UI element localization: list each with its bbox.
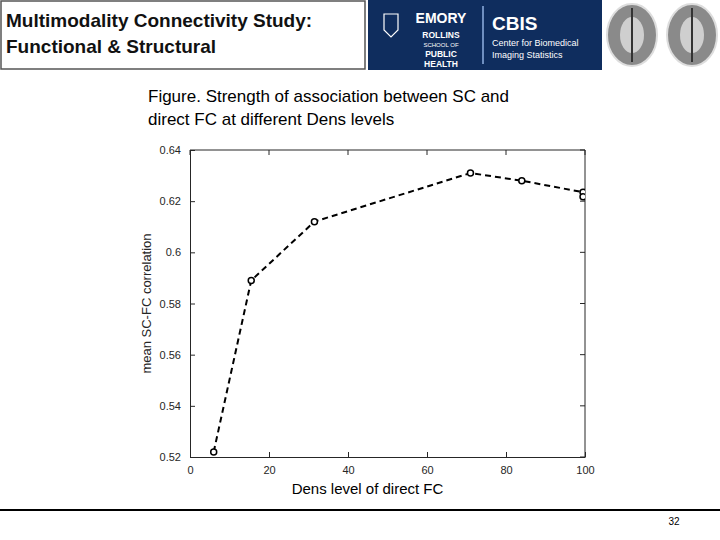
brain-image [667, 4, 717, 66]
data-line [214, 173, 583, 452]
x-tick-mark-top [585, 150, 586, 155]
x-tick-mark-top [506, 150, 507, 155]
x-axis-title: Dens level of direct FC [292, 480, 444, 497]
logo-banner [368, 0, 602, 70]
x-tick-mark [269, 452, 270, 457]
y-tick-mark-right [580, 201, 585, 202]
x-tick-mark-top [269, 150, 270, 155]
data-point [580, 194, 585, 200]
y-tick-group: 0.62 [160, 195, 195, 207]
chart-title-line: Figure. Strength of association between … [148, 87, 509, 106]
data-point [467, 170, 473, 176]
x-axis: 0 20 40 60 80 100 [187, 452, 594, 476]
y-tick-mark-right [580, 150, 585, 151]
logo-text: Center for Biomedical [492, 38, 579, 48]
plot-frame [190, 150, 585, 151]
y-tick-label: 0.64 [160, 144, 181, 156]
logo-text: HEALTH [424, 59, 458, 69]
data-point [248, 277, 254, 283]
header-title: Multimodality Connectivity Study: [6, 10, 312, 31]
y-tick-mark [190, 406, 195, 407]
logo-divider [482, 6, 484, 64]
page-number: 32 [668, 516, 680, 527]
x-axis-line [191, 457, 586, 458]
y-tick-group: 0.54 [160, 400, 195, 412]
y-tick-mark-right [580, 252, 585, 253]
y-tick-label: 0.54 [160, 400, 181, 412]
x-tick-label: 100 [576, 464, 594, 476]
brain-image-detail [631, 8, 633, 62]
x-tick-label: 80 [500, 464, 512, 476]
brain-image [607, 4, 657, 66]
x-tick-label: 0 [187, 464, 193, 476]
header-title: Functional & Structural [6, 36, 216, 57]
y-tick-mark [190, 457, 195, 458]
brain-image-bg [664, 0, 720, 70]
y-tick-mark-right [580, 354, 585, 355]
x-tick-group: 80 [500, 452, 512, 476]
logo-text: PUBLIC [425, 49, 457, 59]
y-tick-group: 0.64 [160, 144, 195, 156]
logo-text: ROLLINS [422, 30, 460, 40]
logo-text: SCHOOL OF [423, 42, 458, 48]
x-tick-group: 20 [263, 452, 275, 476]
y-tick-label: 0.52 [160, 451, 181, 463]
data-point [211, 449, 217, 455]
y-tick-mark [190, 355, 195, 356]
logo-shield [384, 14, 398, 37]
y-tick-mark [190, 304, 195, 305]
y-axis-title: mean SC-FC correlation [139, 233, 154, 373]
x-tick-group: 60 [421, 452, 433, 476]
x-tick-group: 40 [342, 452, 354, 476]
data-point [519, 178, 525, 184]
footer-rule [0, 509, 720, 511]
chart-title: Figure. Strength of association between … [148, 87, 509, 129]
header-box [1, 1, 365, 69]
y-tick-mark-right [580, 405, 585, 406]
y-tick-group: 0.6 [166, 246, 195, 258]
slide: Multimodality Connectivity Study: Functio… [0, 0, 720, 540]
y-tick-mark-right [580, 303, 585, 304]
x-tick-label: 40 [342, 464, 354, 476]
y-tick-mark [190, 252, 195, 253]
logo-text: CBIS [492, 13, 537, 34]
x-tick-mark [427, 452, 428, 457]
data-point [311, 219, 317, 225]
x-tick-mark-top [427, 150, 428, 155]
logo-text: EMORY [416, 10, 467, 26]
brain-image-detail [691, 8, 693, 62]
x-tick-mark [348, 452, 349, 457]
brain-image-bg [604, 0, 660, 70]
y-tick-group: 0.52 [160, 451, 195, 463]
y-tick-label: 0.58 [160, 298, 181, 310]
plot-marks [211, 170, 585, 455]
y-tick-mark [190, 201, 195, 202]
y-tick-group: 0.56 [160, 349, 195, 361]
x-tick-label: 60 [421, 464, 433, 476]
plot-background [190, 150, 585, 457]
x-tick-mark-top [348, 150, 349, 155]
x-tick-label: 20 [263, 464, 275, 476]
chart-title-line: direct FC at different Dens levels [148, 110, 394, 129]
y-axis: 0.52 0.54 0.56 0.58 0.6 0.62 0.64 [160, 144, 195, 463]
y-tick-label: 0.56 [160, 349, 181, 361]
x-tick-mark-top [190, 150, 191, 155]
logo-text: Imaging Statistics [492, 50, 563, 60]
y-tick-label: 0.6 [166, 246, 181, 258]
y-tick-label: 0.62 [160, 195, 181, 207]
x-tick-mark [506, 452, 507, 457]
y-tick-mark-right [580, 457, 585, 458]
y-tick-group: 0.58 [160, 298, 195, 310]
